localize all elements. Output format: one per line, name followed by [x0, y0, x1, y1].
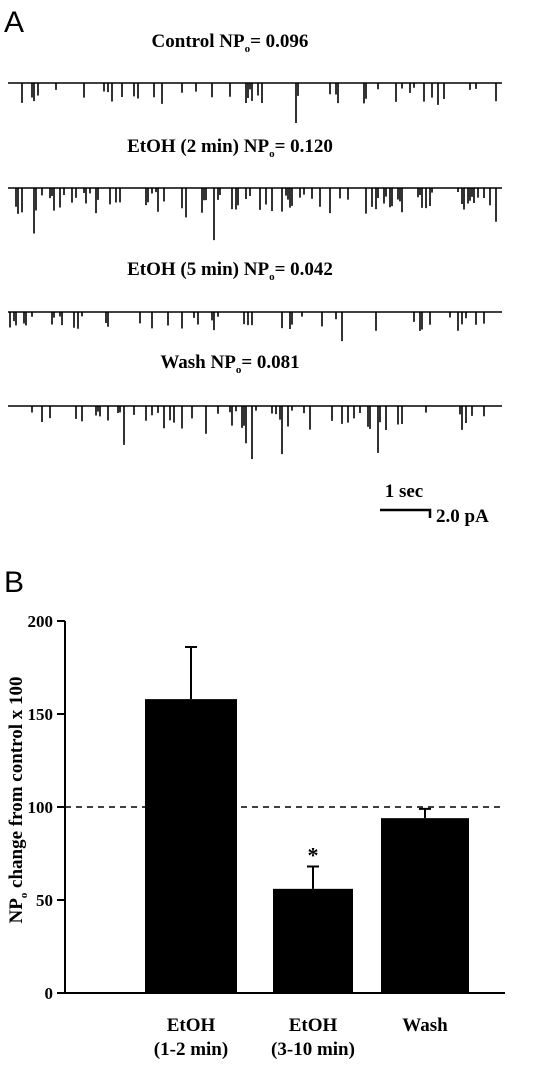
error-bar	[307, 865, 319, 889]
trace	[8, 311, 502, 342]
panel-label: B	[4, 566, 24, 599]
bar	[273, 888, 353, 993]
trace-label: Control NPo= 0.096	[152, 31, 309, 55]
trace-label-text: Wash NP	[160, 352, 236, 373]
panel-label: A	[4, 6, 24, 39]
bar	[381, 818, 469, 993]
y-axis-title-sub: o	[18, 892, 30, 898]
trace-label-sub: o	[269, 148, 275, 160]
y-axis-title-main: NP	[6, 898, 27, 924]
trace-label-text: EtOH (2 min) NP	[127, 136, 269, 157]
trace	[8, 405, 502, 460]
trace-label-text: Control NP	[152, 31, 245, 52]
x-tick-label: EtOH (1-2 min)	[154, 1015, 228, 1060]
trace-label: EtOH (5 min) NPo= 0.042	[127, 259, 333, 283]
scale-bar	[380, 508, 432, 518]
error-bar	[419, 807, 431, 819]
x-tick-label: Wash	[402, 1015, 448, 1036]
error-bar	[185, 646, 197, 700]
trace-label-sub: o	[245, 43, 251, 55]
trace	[8, 187, 502, 241]
trace-label-sub: o	[236, 364, 242, 376]
trace-label: Wash NPo= 0.081	[160, 352, 299, 376]
y-tick-label: 200	[28, 612, 54, 631]
trace-label-sub: o	[269, 271, 275, 283]
y-tick-label: 100	[28, 798, 54, 817]
y-axis-title: NPo change from control x 100	[6, 676, 30, 923]
y-axis-title-rest: change from control x 100	[6, 676, 27, 892]
y-tick-label: 50	[36, 891, 53, 910]
bar	[145, 699, 237, 993]
scale-time: 1 sec	[385, 481, 424, 502]
trace-label-value: = 0.120	[275, 136, 333, 157]
scale-current: 2.0 pA	[436, 506, 489, 527]
trace	[8, 82, 502, 124]
y-tick-label: 0	[45, 984, 54, 1003]
y-tick-label: 150	[28, 705, 54, 724]
trace-label: EtOH (2 min) NPo= 0.120	[127, 136, 333, 160]
annotation: *	[308, 843, 319, 868]
x-tick-label: EtOH (3-10 min)	[271, 1015, 355, 1060]
trace-label-value: = 0.042	[275, 259, 333, 280]
trace-label-value: = 0.096	[250, 31, 308, 52]
trace-label-value: = 0.081	[241, 352, 299, 373]
trace-label-text: EtOH (5 min) NP	[127, 259, 269, 280]
